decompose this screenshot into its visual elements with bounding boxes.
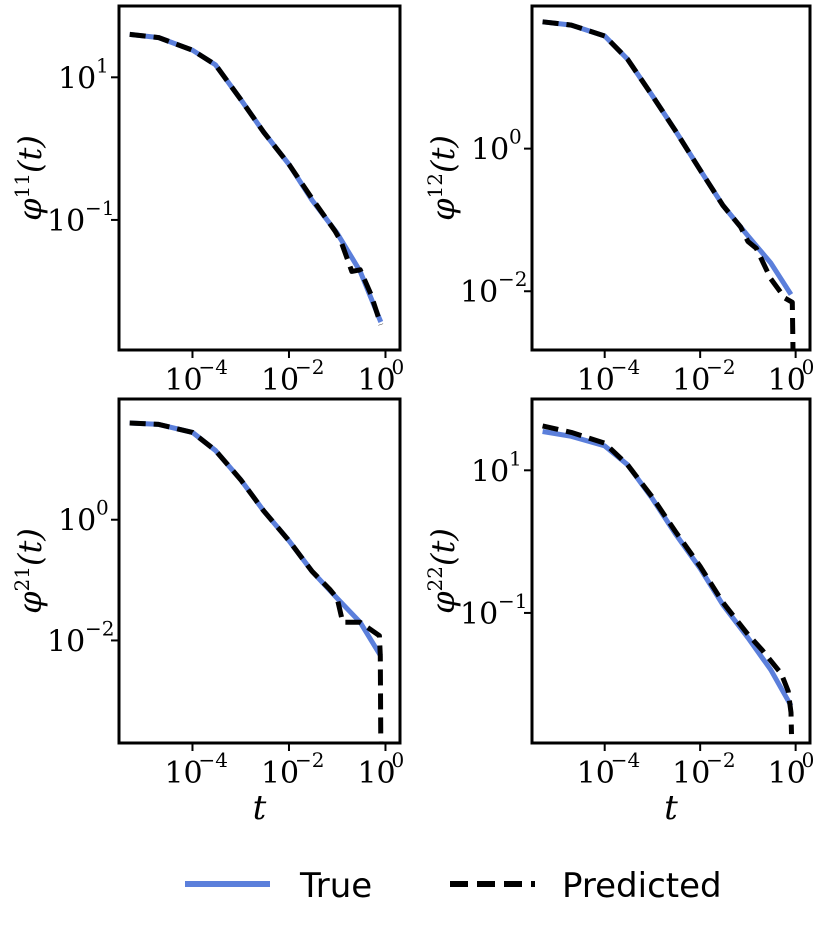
y-axis-label-argument: (t) — [11, 528, 49, 566]
x-tick-exponent: −4 — [611, 748, 640, 772]
y-axis-label: φ11(t) — [10, 135, 49, 221]
x-tick-label: 10 — [672, 363, 710, 398]
x-tick-exponent: −2 — [706, 355, 735, 379]
x-tick-label: 10 — [164, 756, 202, 791]
x-tick-label: 10 — [577, 363, 615, 398]
y-tick-label: 10 — [47, 204, 85, 239]
plot-frame — [530, 4, 812, 352]
x-tick-label: 10 — [164, 363, 202, 398]
x-tick-label: 10 — [357, 363, 395, 398]
y-tick-exponent: 0 — [96, 496, 109, 520]
series-line-true — [542, 19, 794, 296]
series-line-predicted — [129, 420, 384, 743]
y-tick-label: 10 — [58, 504, 96, 539]
y-tick-exponent: 1 — [96, 53, 109, 77]
x-tick-label: 10 — [768, 363, 806, 398]
series-line-predicted — [542, 423, 794, 735]
x-tick-exponent: 0 — [391, 355, 404, 379]
x-axis-label: t — [253, 788, 267, 828]
x-tick-exponent: 0 — [802, 748, 815, 772]
y-tick-label: 10 — [460, 597, 498, 632]
y-tick-exponent: −1 — [498, 589, 527, 613]
x-tick-label: 10 — [672, 756, 710, 791]
x-axis-label: t — [664, 788, 678, 828]
y-axis-label-argument: (t) — [11, 135, 49, 173]
y-axis-label-argument: (t) — [424, 135, 462, 173]
y-axis-label-base: φ — [424, 198, 462, 221]
y-axis-label-superscript: 21 — [10, 566, 34, 591]
y-tick-label: 10 — [58, 61, 96, 96]
x-tick-exponent: 0 — [802, 355, 815, 379]
y-tick-exponent: −2 — [498, 267, 527, 291]
y-axis-label-base: φ — [11, 591, 49, 614]
y-axis-label: φ21(t) — [10, 528, 49, 614]
y-tick-label: 10 — [471, 133, 509, 168]
y-tick-exponent: 1 — [509, 446, 522, 470]
series-line-predicted — [542, 19, 796, 350]
series-line-predicted — [129, 31, 384, 326]
y-tick-label: 10 — [460, 275, 498, 310]
x-tick-exponent: −4 — [611, 355, 640, 379]
y-axis-label-superscript: 12 — [423, 173, 447, 198]
legend: True Predicted — [185, 866, 722, 906]
plot-frame — [530, 397, 812, 745]
x-tick-exponent: −4 — [198, 355, 227, 379]
y-tick-exponent: 0 — [509, 125, 522, 149]
x-tick-exponent: −4 — [198, 748, 227, 772]
series-line-true — [542, 429, 794, 707]
legend-predicted-label: Predicted — [562, 866, 722, 906]
x-tick-label: 10 — [357, 756, 395, 791]
plot-frame — [117, 4, 402, 352]
y-tick-label: 10 — [47, 624, 85, 659]
y-tick-label: 10 — [471, 454, 509, 489]
y-axis-label-base: φ — [11, 198, 49, 221]
legend-true-label: True — [299, 866, 372, 906]
series-line-true — [129, 31, 384, 323]
y-tick-exponent: −1 — [85, 196, 114, 220]
y-axis-label: φ22(t) — [423, 528, 462, 614]
y-axis-label-base: φ — [424, 591, 462, 614]
y-tick-exponent: −2 — [85, 616, 114, 640]
series-line-true — [129, 420, 383, 658]
x-tick-label: 10 — [261, 363, 299, 398]
x-tick-exponent: −2 — [295, 355, 324, 379]
x-tick-label: 10 — [577, 756, 615, 791]
y-axis-label-argument: (t) — [424, 528, 462, 566]
y-axis-label: φ12(t) — [423, 135, 462, 221]
x-tick-exponent: −2 — [706, 748, 735, 772]
x-tick-label: 10 — [768, 756, 806, 791]
y-axis-label-superscript: 11 — [10, 173, 34, 198]
plot-frame — [117, 397, 402, 745]
x-tick-exponent: −2 — [295, 748, 324, 772]
y-axis-label-superscript: 22 — [423, 566, 447, 591]
x-tick-exponent: 0 — [391, 748, 404, 772]
x-tick-label: 10 — [261, 756, 299, 791]
